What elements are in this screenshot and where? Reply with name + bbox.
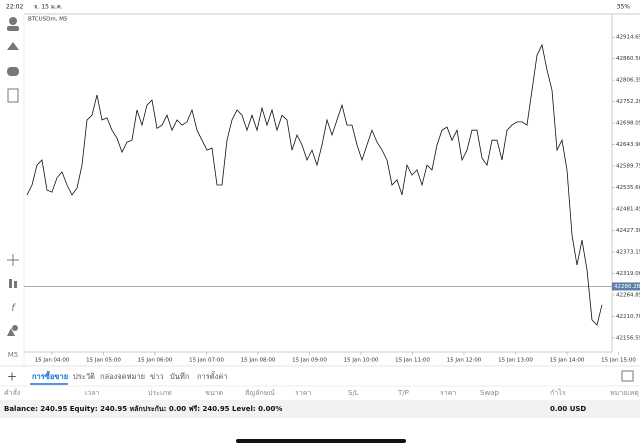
column-header: T/P (397, 389, 409, 397)
y-tick-label: 42643.90 (616, 142, 640, 148)
x-tick-label: 15 Jan 11:00 (395, 358, 430, 364)
column-header: สัญลักษณ์ (245, 389, 275, 397)
symbol-label: BTCUSDm, M5 (28, 17, 68, 23)
icon-indicator[interactable]: f (11, 303, 16, 314)
icon-objects-2 (7, 328, 15, 336)
y-tick-label: 42373.15 (616, 249, 640, 255)
icon-objects[interactable] (12, 325, 18, 331)
x-tick-label: 15 Jan 14:00 (550, 358, 585, 364)
x-tick-label: 15 Jan 10:00 (344, 358, 379, 364)
tab[interactable]: การตั้งค่า (197, 371, 228, 381)
column-header: คำสั่ง (4, 388, 20, 397)
icon-candles[interactable] (9, 279, 12, 288)
icon-account[interactable] (9, 17, 17, 25)
chart-area (0, 14, 640, 366)
tab[interactable]: ข่าว (150, 372, 164, 381)
table-header: คำสั่ง เวลา ประเภท ขนาด สัญลักษณ์ ราคา S/L T/P ร… (4, 388, 639, 397)
balance-text: Balance: 240.95 Equity: 240.95 หลักประกั… (4, 405, 282, 413)
y-tick-label: 42698.05 (616, 121, 640, 127)
icon-candles-2 (14, 281, 17, 288)
x-tick-label: 15 Jan 04:00 (35, 358, 70, 364)
layout-icon[interactable] (621, 370, 634, 382)
profit-text: 0.00 USD (550, 405, 586, 413)
column-header: เวลา (85, 389, 100, 397)
x-tick-label: 15 Jan 07:00 (189, 358, 224, 364)
column-header: ประเภท (148, 389, 172, 397)
tab[interactable]: บันทึก (170, 372, 189, 381)
summary-row (0, 400, 640, 418)
x-tick-label: 15 Jan 06:00 (138, 358, 173, 364)
column-header: ขนาด (205, 389, 223, 397)
current-price-label: 42286.28 (614, 284, 640, 290)
price-line (26, 43, 603, 326)
column-header: S/L (348, 389, 359, 397)
y-tick-label: 42860.50 (616, 56, 640, 62)
icon-chat[interactable] (7, 67, 19, 76)
tab[interactable]: กล่องจดหมาย (100, 372, 145, 381)
y-tick-label: 42589.75 (616, 164, 640, 170)
x-tick-label: 15 Jan 05:00 (86, 358, 121, 364)
icon-crosshair[interactable] (7, 254, 19, 266)
status-time: 22:02 (6, 4, 23, 11)
x-tick-label: 15 Jan 12:00 (447, 358, 482, 364)
tab-bar: การซื้อขาย ประวัติ กล่องจดหมาย ข่าว บันทึก กา… (30, 370, 228, 385)
tab[interactable]: การซื้อขาย (32, 370, 68, 381)
column-header: ราคา (440, 389, 456, 397)
y-tick-label: 42806.35 (616, 78, 640, 84)
x-tick-label: 15 Jan 09:00 (292, 358, 327, 364)
y-tick-label: 42752.20 (616, 99, 640, 105)
current-price-box (612, 282, 640, 291)
y-tick-label: 42535.60 (616, 185, 640, 191)
y-tick-label: 42427.30 (616, 228, 640, 234)
x-tick-label: 15 Jan 13:00 (498, 358, 533, 364)
y-tick-label: 42210.70 (616, 314, 640, 320)
x-tick-label: 15 Jan 15:00 (601, 358, 636, 364)
y-tick-label: 42319.00 (616, 271, 640, 277)
icon-trade[interactable] (7, 42, 19, 50)
y-tick-label: 42914.65 (616, 35, 640, 41)
icon-doc[interactable] (7, 88, 19, 103)
y-tick-label: 42481.45 (616, 207, 640, 213)
column-header: ราคา (295, 389, 311, 397)
column-header: หมายเหตุ (610, 389, 639, 397)
column-header: Swap (480, 389, 499, 397)
icon-account-body (7, 26, 19, 31)
x-tick-label: 15 Jan 08:00 (241, 358, 276, 364)
column-header: กำไร (550, 388, 566, 397)
status-date: จ. 15 ม.ค. (34, 4, 63, 11)
status-battery: 35% (617, 4, 631, 11)
add-button[interactable]: + (7, 370, 17, 384)
sidebar-icons: f (7, 17, 19, 336)
home-indicator (236, 439, 406, 443)
y-tick-label: 42156.55 (616, 335, 640, 341)
timeframe[interactable]: M5 (8, 351, 19, 359)
tab[interactable]: ประวัติ (73, 372, 95, 381)
y-tick-label: 42264.85 (616, 292, 640, 298)
